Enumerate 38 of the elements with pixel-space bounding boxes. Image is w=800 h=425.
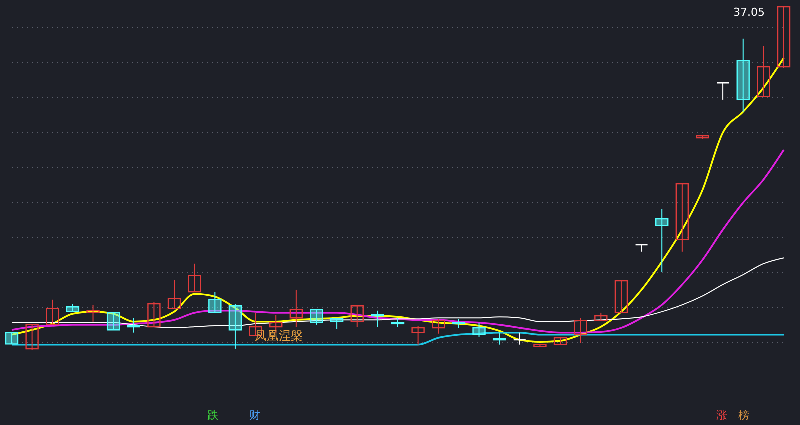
candlestick — [5, 332, 19, 345]
text: 财 — [250, 409, 260, 422]
candlestick — [716, 82, 730, 100]
candlestick — [513, 332, 526, 346]
candlestick — [310, 309, 324, 326]
candlestick — [452, 318, 466, 329]
candlestick — [432, 318, 446, 334]
candlestick — [371, 310, 384, 328]
candlestick — [46, 299, 60, 326]
candlestick — [106, 312, 120, 331]
text: 跌 — [208, 409, 218, 422]
candlestick — [188, 263, 202, 293]
candlestick — [391, 318, 405, 328]
candlestick — [656, 208, 669, 273]
candlestick — [676, 183, 690, 252]
candlestick — [127, 318, 140, 334]
candlestick — [148, 301, 161, 328]
candlestick — [26, 324, 39, 350]
candlestick — [736, 38, 750, 112]
text: 涨 — [716, 409, 728, 422]
candlestick — [614, 280, 628, 314]
candlestick — [168, 280, 182, 310]
candlestick — [412, 325, 425, 346]
candlestick — [330, 318, 344, 330]
candlestick — [86, 304, 100, 322]
candlestick — [492, 332, 506, 346]
candlestick — [208, 292, 222, 314]
candlestick — [350, 304, 364, 328]
candlestick — [574, 318, 588, 344]
candlestick — [66, 304, 80, 313]
text: 榜 — [738, 409, 750, 422]
candlestick — [777, 6, 791, 69]
candlestick — [757, 46, 770, 98]
annotation: 37.05 — [734, 6, 765, 19]
candlestick — [290, 289, 304, 328]
candlestick — [472, 322, 486, 338]
candlestick — [635, 244, 648, 252]
candlestick — [228, 304, 242, 350]
